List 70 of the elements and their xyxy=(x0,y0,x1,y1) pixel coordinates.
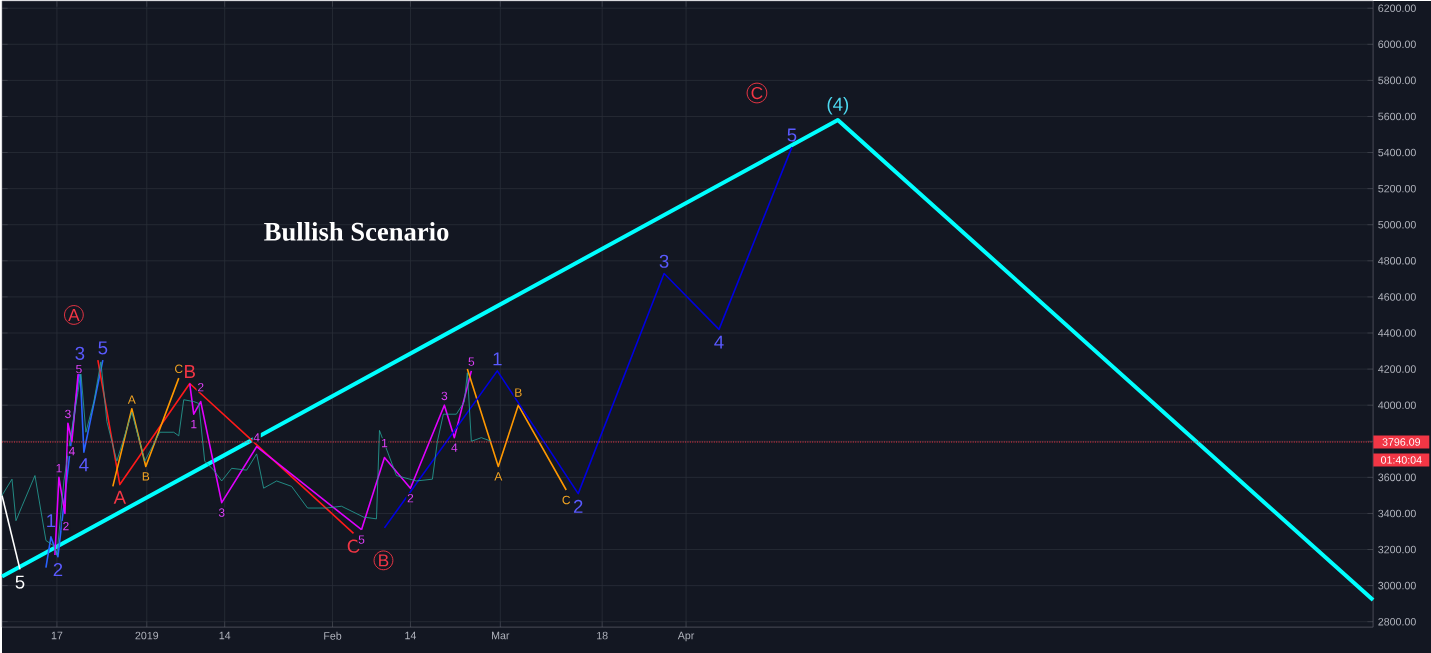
annotation: C xyxy=(347,539,360,553)
x-tick-label: 14 xyxy=(405,631,417,640)
text: 01:40:04 xyxy=(1381,456,1422,464)
y-tick-label: 5200.00 xyxy=(1378,184,1416,193)
y-tick-label: 6000.00 xyxy=(1378,40,1416,49)
annotation: 1 xyxy=(382,438,388,448)
y-tick-label: 5600.00 xyxy=(1378,112,1416,121)
annotation: C xyxy=(175,364,183,374)
annotation: 3 xyxy=(75,346,85,360)
ref-line-label: 3796.09 xyxy=(1382,438,1421,446)
y-tick-label: 3000.00 xyxy=(1378,581,1416,590)
line-series xyxy=(466,368,568,491)
annotation: A xyxy=(68,308,80,321)
annotation: 5 xyxy=(358,535,365,544)
annotation: 3 xyxy=(441,391,448,401)
annotation: C xyxy=(562,495,571,505)
y-tick-label: 3400.00 xyxy=(1378,509,1416,518)
annotation: A xyxy=(127,395,136,404)
annotation: 2 xyxy=(573,499,583,513)
annotation: 4 xyxy=(68,446,75,456)
annotation: 5 xyxy=(76,364,82,374)
x-tick-label: Mar xyxy=(492,631,510,640)
annotation: (4) xyxy=(827,97,849,115)
line-series xyxy=(112,377,180,488)
annotation: 1 xyxy=(493,352,502,366)
annotation: B xyxy=(185,365,195,378)
y-tick-label: 4600.00 xyxy=(1378,293,1416,301)
annotation: 1 xyxy=(47,514,56,528)
x-tick-label: 14 xyxy=(219,631,231,640)
y-tick-label: 5800.00 xyxy=(1378,76,1416,85)
annotation: B xyxy=(515,388,522,397)
line-series xyxy=(97,359,355,535)
annotation: 2 xyxy=(63,521,69,531)
text: Bullish Scenario xyxy=(264,221,449,241)
annotation: 2 xyxy=(407,493,414,503)
annotation: B xyxy=(142,472,150,481)
x-tick-label: Apr xyxy=(677,631,695,642)
annotation: 3 xyxy=(659,254,669,268)
annotation: 4 xyxy=(714,335,724,349)
y-tick-label: 3600.00 xyxy=(1378,473,1416,482)
y-tick-label: 5400.00 xyxy=(1378,148,1416,157)
x-tick-label: 2019 xyxy=(135,631,159,640)
annotation: 5 xyxy=(15,575,25,589)
annotation: 4 xyxy=(451,443,458,452)
y-tick-label: 4400.00 xyxy=(1378,329,1416,337)
x-tick-label: 18 xyxy=(597,631,608,640)
y-tick-label: 4000.00 xyxy=(1378,401,1416,409)
y-tick-label: 4200.00 xyxy=(1378,365,1416,373)
annotation: 5 xyxy=(468,357,475,366)
annotation: B xyxy=(379,554,389,567)
annotation: 5 xyxy=(98,341,108,355)
annotation: 1 xyxy=(191,419,197,429)
y-tick-label: 4800.00 xyxy=(1378,257,1416,265)
x-tick-label: 17 xyxy=(51,631,63,640)
annotation: 1 xyxy=(56,464,62,473)
annotation: 4 xyxy=(253,433,260,442)
y-tick-label: 2800.00 xyxy=(1378,617,1416,626)
x-tick-label: Feb xyxy=(324,631,342,640)
annotation: C xyxy=(751,86,763,100)
annotation: 3 xyxy=(218,508,225,517)
y-tick-label: 6200.00 xyxy=(1378,4,1416,12)
annotation: 5 xyxy=(787,128,797,142)
annotation: 4 xyxy=(79,458,89,472)
y-tick-label: 5000.00 xyxy=(1378,220,1416,229)
y-tick-label: 3200.00 xyxy=(1378,545,1416,554)
annotation: 2 xyxy=(53,562,63,576)
annotation: 3 xyxy=(65,409,71,419)
annotation: 2 xyxy=(198,382,204,392)
annotation: A xyxy=(494,472,503,481)
annotation: A xyxy=(113,490,127,504)
